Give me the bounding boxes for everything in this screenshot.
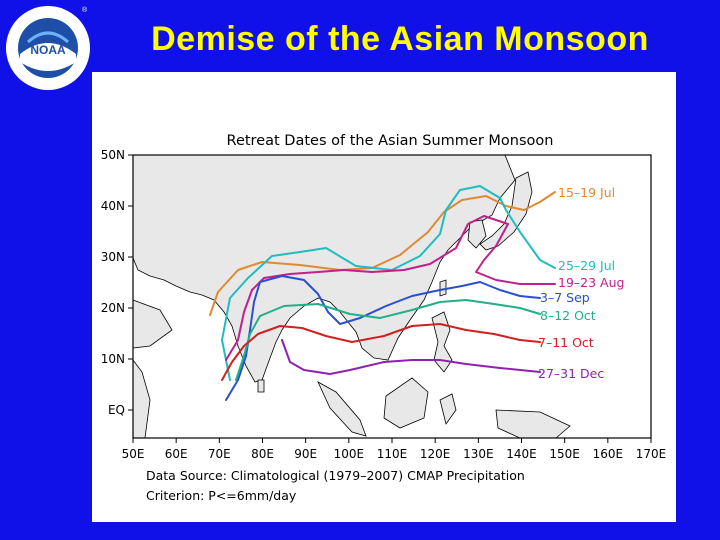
data-source-text: Data Source: Climatological (1979–2007) …: [146, 468, 525, 483]
svg-text:®: ®: [82, 6, 88, 14]
contour-line: [221, 323, 541, 381]
contour-line: [225, 275, 541, 401]
contour-line: [235, 299, 541, 381]
lon-tick-label: 100E: [334, 447, 365, 461]
lon-tick-label: 110E: [377, 447, 408, 461]
latitude-axis: 50N 40N 30N 20N 10N EQ: [101, 148, 133, 417]
lon-tick-label: 160E: [593, 447, 624, 461]
lon-tick-label: 150E: [549, 447, 580, 461]
lon-tick-label: 130E: [463, 447, 494, 461]
criterion-text: Criterion: P<=6mm/day: [146, 488, 297, 503]
slide-title: Demise of the Asian Monsoon: [151, 20, 649, 58]
contour-line: [225, 215, 556, 361]
lon-tick-label: 170E: [636, 447, 667, 461]
contour-line: [209, 191, 556, 316]
contour-line: [221, 185, 556, 381]
contour-label: 15–19 Jul: [558, 185, 615, 200]
contour-label: 25–29 Jul: [558, 258, 615, 273]
lat-tick-label: 30N: [101, 250, 125, 264]
contour-label: 7–11 Oct: [538, 335, 594, 350]
contour-line: [281, 339, 541, 375]
lon-tick-label: 60E: [165, 447, 188, 461]
lat-tick-label: 10N: [101, 352, 125, 366]
contour-label: 19–23 Aug: [558, 275, 624, 290]
lat-tick-label: 40N: [101, 199, 125, 213]
lat-tick-label: 20N: [101, 301, 125, 315]
longitude-axis: 50E 60E 70E 80E 90E 100E 110E 120E 130E 140E 150E 1…: [122, 438, 667, 461]
lon-tick-label: 90E: [294, 447, 317, 461]
map-title: Retreat Dates of the Asian Summer Monsoo…: [227, 133, 554, 149]
lon-tick-label: 120E: [420, 447, 451, 461]
logo-text: NOAA: [30, 43, 66, 57]
contour-label: 3–7 Sep: [540, 290, 590, 305]
noaa-logo: NOAA ®: [4, 2, 92, 100]
landmass: [132, 154, 571, 439]
lon-tick-label: 70E: [208, 447, 231, 461]
lat-tick-label: EQ: [108, 403, 125, 417]
lat-tick-label: 50N: [101, 148, 125, 162]
lon-tick-label: 50E: [122, 447, 145, 461]
lon-tick-label: 140E: [506, 447, 537, 461]
contour-label: 27–31 Dec: [538, 366, 604, 381]
contour-label: 8–12 Oct: [540, 308, 596, 323]
lon-tick-label: 80E: [251, 447, 274, 461]
retreat-contours: [209, 185, 556, 401]
